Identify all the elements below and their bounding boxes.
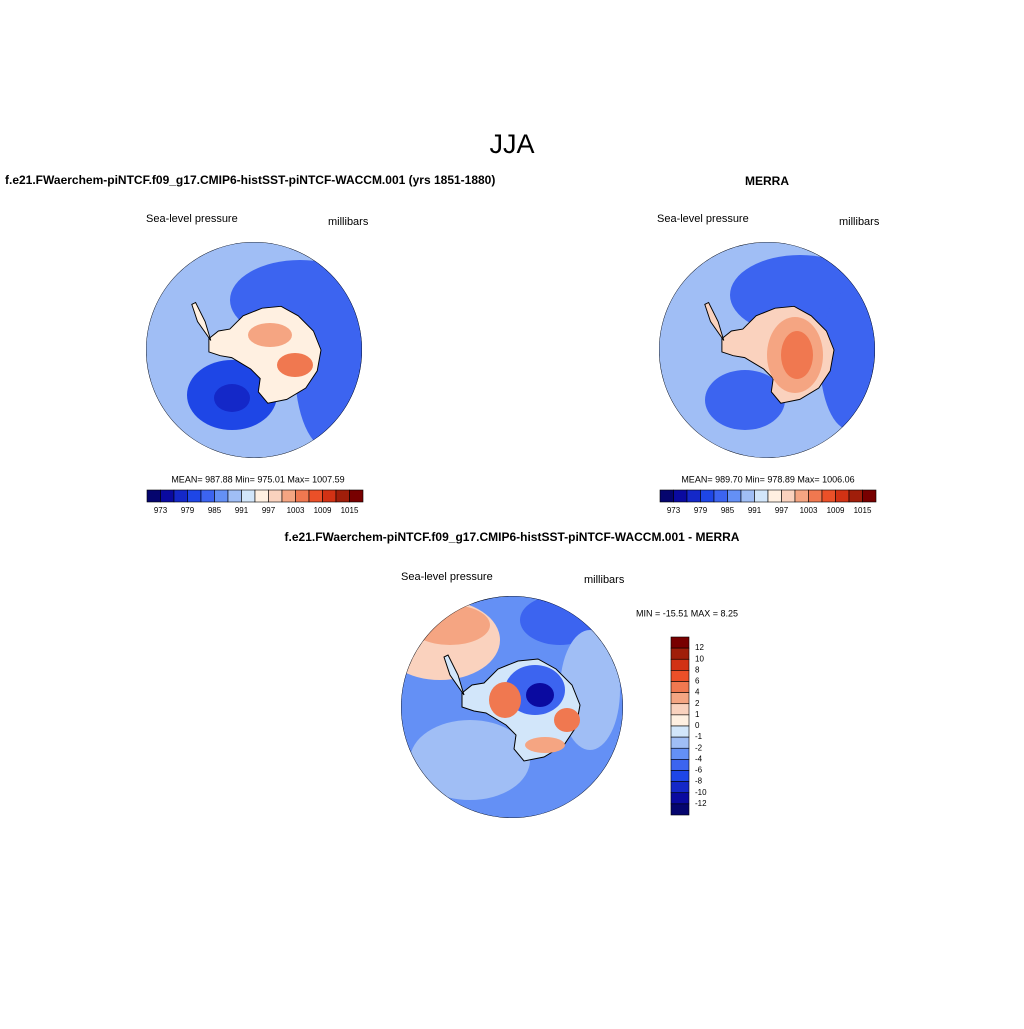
- colorbar-box: [835, 489, 850, 503]
- colorbar-label: -4: [695, 754, 703, 763]
- colorbar-label: -8: [695, 777, 703, 786]
- colorbar-label: -2: [695, 743, 703, 752]
- colorbar-label: 997: [775, 506, 789, 515]
- colorbar-label: 8: [695, 665, 700, 674]
- panel-stats: MEAN= 987.88 Min= 975.01 Max= 1007.59: [171, 474, 344, 484]
- panel-right-label: millibars: [584, 574, 625, 586]
- colorbar-label: 985: [721, 506, 735, 515]
- colorbar-label: 979: [181, 506, 195, 515]
- figure-title: JJA: [489, 129, 534, 159]
- colorbar-label: 1015: [854, 506, 872, 515]
- colorbar-label: -6: [695, 766, 703, 775]
- colorbar-box: [670, 670, 690, 682]
- panel-title: f.e21.FWaerchem-piNTCF.f09_g17.CMIP6-his…: [5, 173, 495, 187]
- colorbar-box: [754, 489, 769, 503]
- colorbar-label: 2: [695, 699, 700, 708]
- colorbar-label: 1003: [287, 506, 305, 515]
- panel-title: MERRA: [745, 174, 789, 188]
- colorbar-box: [187, 489, 202, 503]
- colorbar-box: [670, 736, 690, 749]
- colorbar-box: [200, 489, 215, 503]
- colorbar-label: 991: [235, 506, 249, 515]
- colorbar-box: [727, 489, 742, 503]
- colorbar-label: 10: [695, 654, 704, 663]
- colorbar-box: [781, 489, 796, 503]
- colorbar-box: [673, 489, 688, 503]
- colorbar-box: [295, 489, 310, 503]
- panel-stats: MIN = -15.51 MAX = 8.25: [636, 608, 738, 618]
- colorbar-label: 1015: [341, 506, 359, 515]
- colorbar-box: [767, 489, 782, 503]
- map: [401, 596, 623, 818]
- colorbar-box: [670, 747, 690, 760]
- colorbar-box: [227, 489, 242, 503]
- colorbar-box: [713, 489, 728, 503]
- colorbar-label: 12: [695, 643, 704, 652]
- panel-left-label: Sea-level pressure: [657, 213, 749, 225]
- colorbar-label: 1009: [314, 506, 332, 515]
- colorbar: 973 979 985 991 997 1003 1009 1015: [659, 489, 877, 515]
- colorbar-box: [670, 725, 690, 738]
- colorbar-box: [670, 792, 690, 805]
- colorbar-label: 1: [695, 710, 700, 719]
- colorbar-box: [670, 647, 690, 660]
- colorbar-box: [670, 714, 690, 727]
- colorbar-box: [254, 489, 269, 503]
- panel-left-label: Sea-level pressure: [146, 213, 238, 225]
- colorbar-box: [214, 489, 229, 503]
- colorbar-label: -10: [695, 788, 707, 797]
- colorbar-box: [670, 703, 690, 716]
- colorbar-label: 1003: [800, 506, 818, 515]
- colorbar-label: 997: [262, 506, 276, 515]
- colorbar-label: 973: [154, 506, 168, 515]
- colorbar-box: [173, 489, 188, 503]
- colorbar-label: -12: [695, 799, 707, 808]
- colorbar-label: 6: [695, 677, 700, 686]
- colorbar-box: [670, 658, 690, 671]
- colorbar-box: [146, 489, 161, 503]
- colorbar-box: [670, 770, 690, 782]
- colorbar-box: [322, 489, 337, 503]
- panel-left-label: Sea-level pressure: [401, 571, 493, 583]
- colorbar-box: [308, 489, 323, 503]
- colorbar-box: [862, 489, 877, 503]
- colorbar-box: [659, 489, 674, 503]
- colorbar-label: 0: [695, 721, 700, 730]
- colorbar-label: 973: [667, 506, 681, 515]
- colorbar-box: [686, 489, 701, 503]
- colorbar-box: [670, 759, 690, 771]
- colorbar-label: 985: [208, 506, 222, 515]
- panel-stats: MEAN= 989.70 Min= 978.89 Max= 1006.06: [681, 474, 854, 484]
- panel-title: f.e21.FWaerchem-piNTCF.f09_g17.CMIP6-his…: [285, 530, 740, 544]
- colorbar-box: [241, 489, 256, 503]
- colorbar-box: [670, 681, 690, 693]
- colorbar-box: [349, 489, 364, 503]
- colorbar-label: 991: [748, 506, 762, 515]
- colorbar-label: 4: [695, 688, 700, 697]
- colorbar-box: [848, 489, 863, 503]
- map: [659, 242, 875, 458]
- colorbar: 973 979 985 991 997 1003 1009 1015: [146, 489, 364, 515]
- colorbar-box: [335, 489, 350, 503]
- colorbar-box: [794, 489, 809, 503]
- colorbar-box: [268, 489, 283, 503]
- panel-right-label: millibars: [839, 216, 880, 228]
- colorbar-box: [670, 692, 690, 705]
- colorbar-label: 979: [694, 506, 708, 515]
- colorbar-box: [670, 803, 690, 816]
- colorbar-box: [670, 636, 690, 649]
- colorbar-box: [670, 781, 690, 794]
- map: [146, 242, 362, 458]
- colorbar-label: 1009: [827, 506, 845, 515]
- colorbar-box: [700, 489, 715, 503]
- panel-right-label: millibars: [328, 216, 369, 228]
- colorbar-box: [160, 489, 175, 503]
- colorbar-box: [740, 489, 755, 503]
- colorbar-label: -1: [695, 732, 703, 741]
- colorbar-box: [821, 489, 836, 503]
- colorbar-box: [281, 489, 296, 503]
- colorbar-box: [808, 489, 823, 503]
